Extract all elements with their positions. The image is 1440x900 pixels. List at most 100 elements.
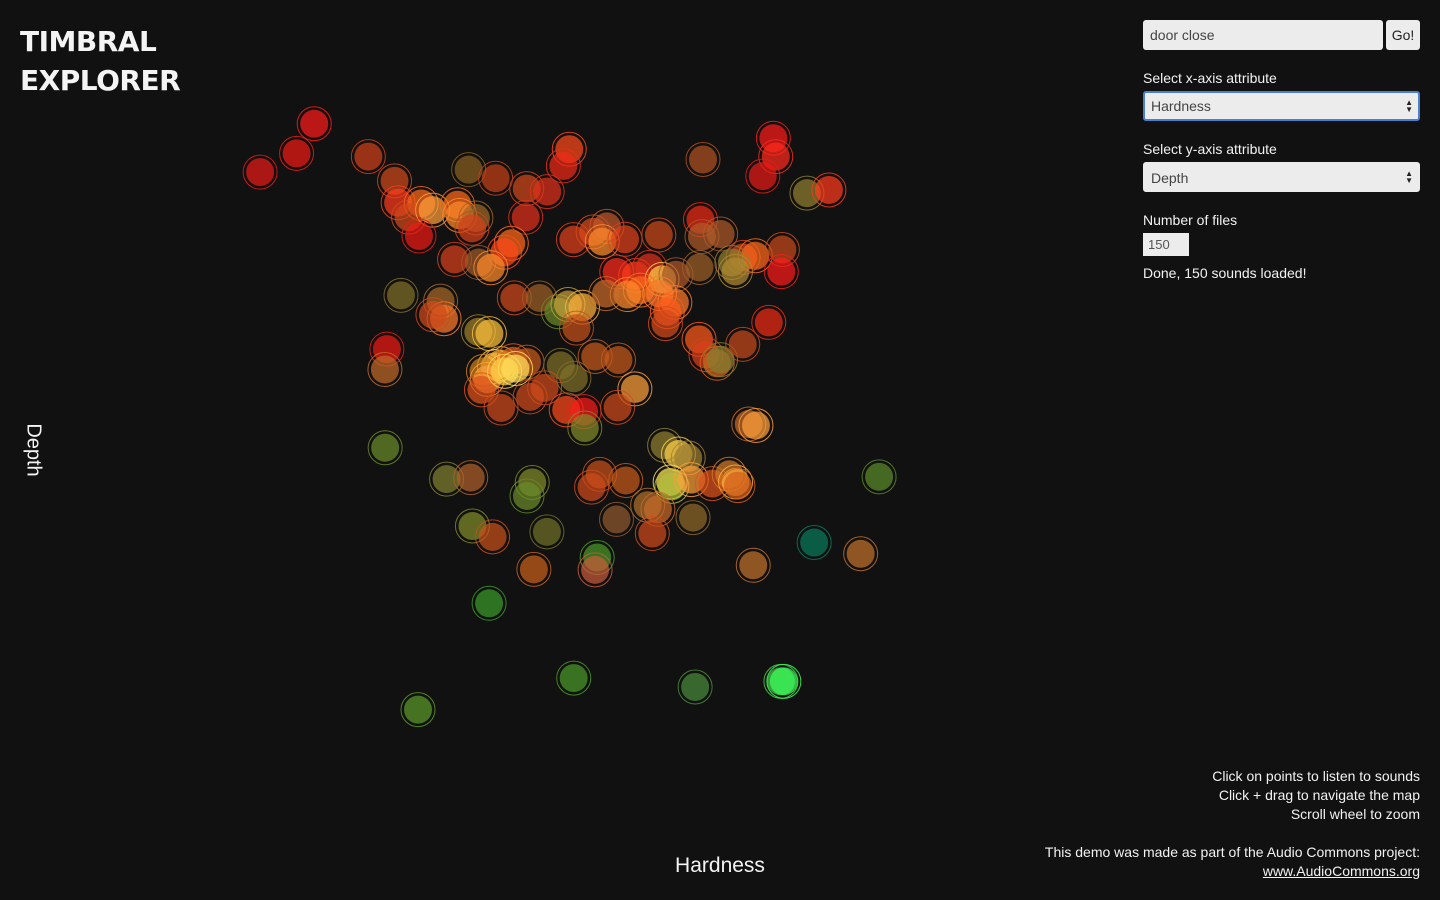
sound-point[interactable] bbox=[545, 148, 581, 184]
sound-point-dot[interactable] bbox=[644, 220, 673, 249]
sound-point[interactable] bbox=[703, 216, 739, 252]
sound-point-dot[interactable] bbox=[475, 589, 504, 618]
sound-point-dot[interactable] bbox=[611, 466, 640, 495]
sound-point-dot[interactable] bbox=[591, 279, 620, 308]
sound-point-dot[interactable] bbox=[371, 433, 400, 462]
sound-point[interactable] bbox=[512, 379, 548, 415]
sound-point[interactable] bbox=[529, 514, 565, 550]
sound-point-dot[interactable] bbox=[643, 495, 672, 524]
sound-point[interactable] bbox=[607, 221, 643, 257]
sound-point[interactable] bbox=[350, 139, 386, 175]
sound-point-dot[interactable] bbox=[478, 522, 507, 551]
sound-point[interactable] bbox=[796, 525, 832, 561]
sound-point-dot[interactable] bbox=[748, 162, 777, 191]
sound-point[interactable] bbox=[471, 585, 507, 621]
sound-point-dot[interactable] bbox=[386, 281, 415, 310]
sound-point-dot[interactable] bbox=[662, 260, 690, 289]
sound-point[interactable] bbox=[383, 277, 419, 313]
sound-point[interactable] bbox=[599, 501, 635, 537]
sound-point[interactable] bbox=[647, 306, 683, 342]
sound-point-dot[interactable] bbox=[516, 382, 545, 411]
sound-point[interactable] bbox=[685, 141, 721, 177]
sound-point-dot[interactable] bbox=[300, 109, 329, 138]
sound-point-dot[interactable] bbox=[476, 253, 505, 282]
sound-point-dot[interactable] bbox=[570, 414, 599, 443]
sound-point[interactable] bbox=[843, 536, 879, 572]
sound-point-dot[interactable] bbox=[501, 354, 530, 383]
sound-point-dot[interactable] bbox=[511, 203, 540, 232]
sound-point-dot[interactable] bbox=[814, 175, 843, 204]
sound-point[interactable] bbox=[558, 310, 594, 346]
sound-point-dot[interactable] bbox=[611, 225, 639, 254]
sound-point[interactable] bbox=[588, 276, 624, 312]
sound-point-dot[interactable] bbox=[728, 330, 757, 359]
num-files-input[interactable] bbox=[1143, 233, 1189, 256]
sound-point-dot[interactable] bbox=[512, 482, 541, 510]
go-button[interactable]: Go! bbox=[1386, 20, 1420, 50]
sound-point-dot[interactable] bbox=[456, 463, 485, 492]
sound-point-dot[interactable] bbox=[246, 158, 275, 187]
sound-point-dot[interactable] bbox=[679, 503, 708, 532]
y-axis-select[interactable]: Depth ▲ ▼ bbox=[1143, 162, 1420, 192]
sound-point[interactable] bbox=[861, 459, 897, 495]
sound-point[interactable] bbox=[720, 468, 756, 504]
sound-point[interactable] bbox=[600, 389, 636, 425]
sound-point[interactable] bbox=[634, 516, 670, 552]
sound-point-dot[interactable] bbox=[800, 528, 829, 557]
sound-point[interactable] bbox=[600, 342, 636, 378]
sound-point-dot[interactable] bbox=[500, 283, 529, 312]
sound-point[interactable] bbox=[811, 172, 847, 208]
y-axis-select-value[interactable]: Depth bbox=[1143, 162, 1420, 192]
sound-point[interactable] bbox=[367, 430, 403, 466]
sound-point[interactable] bbox=[478, 160, 514, 196]
sound-point-dot[interactable] bbox=[723, 471, 752, 500]
sound-point[interactable] bbox=[529, 174, 565, 210]
sound-point-dot[interactable] bbox=[549, 151, 578, 180]
sound-point-dot[interactable] bbox=[677, 465, 706, 494]
sound-point-dot[interactable] bbox=[404, 695, 432, 724]
sound-point-dot[interactable] bbox=[440, 245, 469, 274]
sound-point[interactable] bbox=[574, 469, 610, 505]
sound-point-dot[interactable] bbox=[689, 145, 717, 174]
sound-point-dot[interactable] bbox=[559, 364, 588, 393]
sound-point[interactable] bbox=[454, 210, 490, 246]
sound-point[interactable] bbox=[475, 519, 511, 555]
search-input[interactable] bbox=[1143, 20, 1383, 50]
sound-point-dot[interactable] bbox=[418, 196, 447, 225]
sound-point[interactable] bbox=[681, 249, 717, 285]
sound-point-dot[interactable] bbox=[741, 411, 770, 440]
sound-point-dot[interactable] bbox=[620, 374, 649, 403]
sound-point[interactable] bbox=[725, 326, 761, 362]
sound-point-dot[interactable] bbox=[681, 672, 710, 701]
sound-point[interactable] bbox=[556, 360, 592, 396]
sound-point[interactable] bbox=[508, 199, 544, 235]
sound-point[interactable] bbox=[751, 304, 787, 340]
sound-point-dot[interactable] bbox=[475, 319, 504, 348]
sound-point[interactable] bbox=[577, 552, 613, 588]
sound-point[interactable] bbox=[498, 351, 533, 387]
sound-point-dot[interactable] bbox=[370, 355, 399, 384]
sound-point[interactable] bbox=[367, 351, 403, 387]
sound-point-dot[interactable] bbox=[769, 667, 798, 696]
sound-point[interactable] bbox=[279, 135, 315, 171]
sound-point[interactable] bbox=[483, 390, 519, 426]
sound-point[interactable] bbox=[242, 154, 278, 190]
sound-point-dot[interactable] bbox=[282, 139, 311, 168]
sound-point-dot[interactable] bbox=[739, 551, 768, 580]
sound-point[interactable] bbox=[677, 669, 713, 705]
sound-point[interactable] bbox=[641, 217, 677, 253]
sound-point-dot[interactable] bbox=[767, 257, 796, 286]
sound-point-dot[interactable] bbox=[754, 308, 783, 337]
sound-point-dot[interactable] bbox=[581, 555, 610, 584]
sound-point-dot[interactable] bbox=[562, 314, 591, 343]
sound-point[interactable] bbox=[745, 158, 781, 194]
sound-point[interactable] bbox=[509, 478, 545, 514]
sound-point-dot[interactable] bbox=[651, 309, 680, 338]
sound-point[interactable] bbox=[735, 547, 771, 583]
sound-point-dot[interactable] bbox=[588, 227, 617, 256]
sound-point-dot[interactable] bbox=[602, 505, 631, 534]
sound-point[interactable] bbox=[516, 551, 552, 587]
x-axis-select[interactable]: Hardness ▲ ▼ bbox=[1143, 91, 1420, 121]
sound-point-dot[interactable] bbox=[721, 257, 750, 286]
sound-point-dot[interactable] bbox=[533, 177, 562, 206]
